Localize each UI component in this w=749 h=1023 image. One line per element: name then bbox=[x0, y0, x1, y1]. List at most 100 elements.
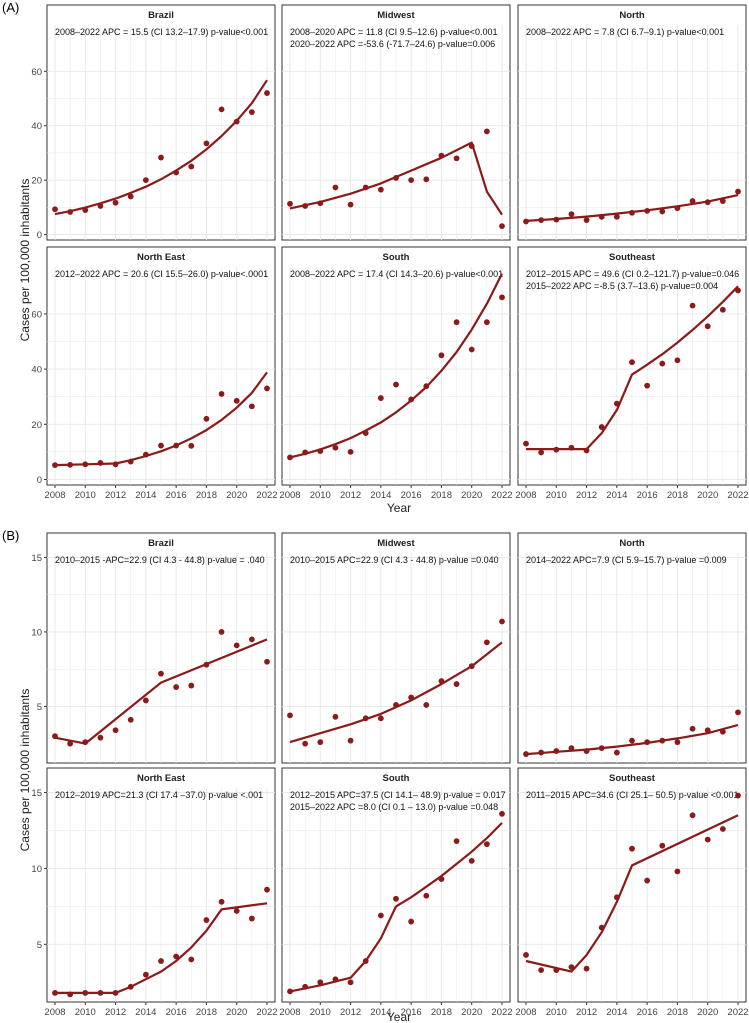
data-point bbox=[112, 727, 119, 734]
x-tick-label: 2014 bbox=[606, 1007, 627, 1018]
apc-annotation: 2012–2015 APC=37.5 (CI 14.1– 48.9) p-val… bbox=[290, 790, 506, 800]
data-point bbox=[362, 715, 369, 722]
panel-a: Brazil 2008–2022 APC = 15.5 (CI 13.2–17.9… bbox=[31, 4, 749, 501]
data-point bbox=[287, 712, 293, 719]
data-point bbox=[568, 745, 575, 752]
data-point bbox=[248, 636, 255, 643]
data-point bbox=[674, 357, 681, 364]
x-tick-label: 2018 bbox=[196, 1007, 217, 1018]
data-point bbox=[218, 391, 225, 397]
data-point bbox=[233, 118, 240, 125]
data-point bbox=[453, 838, 460, 845]
data-point bbox=[483, 639, 490, 646]
data-point bbox=[203, 917, 210, 923]
x-tick-label: 2014 bbox=[606, 490, 627, 501]
data-point bbox=[302, 203, 309, 209]
panel-b-ylabel: Cases per 100,000 inhabitants bbox=[18, 689, 32, 852]
facet-title: South bbox=[383, 252, 410, 263]
data-point bbox=[52, 462, 58, 469]
fit-line bbox=[525, 814, 739, 973]
data-point bbox=[644, 382, 651, 389]
data-point bbox=[538, 967, 545, 974]
x-tick-label: 2008 bbox=[44, 1007, 65, 1018]
data-point bbox=[188, 682, 195, 689]
data-point bbox=[704, 836, 711, 843]
fit-line bbox=[54, 79, 268, 216]
data-point bbox=[598, 924, 605, 931]
fit-line bbox=[289, 822, 503, 993]
facet-title: North bbox=[619, 538, 645, 549]
data-point bbox=[644, 739, 651, 746]
apc-annotation: 2010–2015 -APC=22.9 (CI 4.3 - 44.8) p-va… bbox=[55, 555, 265, 565]
data-point bbox=[158, 442, 164, 449]
data-point bbox=[644, 207, 651, 214]
facet-north: North 2014–2022 APC=7.9 (CI 5.9–15.7) p-v… bbox=[517, 532, 747, 764]
apc-annotation: 2014–2022 APC=7.9 (CI 5.9–15.7) p-value … bbox=[526, 555, 727, 565]
data-point bbox=[142, 451, 149, 458]
data-point bbox=[538, 749, 545, 756]
data-point bbox=[82, 739, 89, 746]
data-point bbox=[67, 991, 74, 998]
data-point bbox=[203, 661, 210, 668]
apc-annotation: 2015–2022 APC =-8.5 (3.7–13.6) p-value=0… bbox=[526, 281, 718, 291]
fit-line bbox=[289, 141, 503, 216]
panel-b-label: (B) bbox=[2, 528, 20, 543]
data-point bbox=[598, 424, 605, 430]
data-point bbox=[393, 175, 399, 181]
data-point bbox=[553, 446, 560, 453]
x-tick-label: 2016 bbox=[166, 490, 187, 501]
y-tick-label: 40 bbox=[31, 365, 42, 376]
data-point bbox=[423, 702, 430, 708]
x-tick-label: 2016 bbox=[401, 490, 422, 501]
data-point bbox=[82, 989, 89, 996]
data-point bbox=[82, 461, 89, 468]
data-point bbox=[302, 449, 309, 456]
y-tick-label: 20 bbox=[31, 176, 42, 187]
x-tick-label: 2022 bbox=[256, 1007, 277, 1018]
data-point bbox=[302, 740, 309, 747]
x-tick-label: 2012 bbox=[340, 1007, 361, 1018]
apc-annotation: 2015–2022 APC =8.0 (CI 0.1 – 13.0) p-val… bbox=[290, 802, 498, 812]
facet-south: South 2012–2015 APC=37.5 (CI 14.1– 48.9) … bbox=[279, 767, 513, 1018]
apc-annotation: 2010–2015 APC=22.9 (CI 4.3 - 44.8) p-val… bbox=[290, 555, 499, 565]
data-point bbox=[483, 841, 490, 848]
x-tick-label: 2008 bbox=[515, 490, 536, 501]
data-point bbox=[188, 163, 195, 170]
data-point bbox=[674, 739, 681, 746]
data-point bbox=[719, 728, 726, 735]
data-point bbox=[347, 737, 354, 744]
x-tick-label: 2014 bbox=[370, 490, 391, 501]
facet-brazil: Brazil 2010–2015 -APC=22.9 (CI 4.3 - 44.8… bbox=[31, 532, 276, 764]
data-point bbox=[173, 442, 180, 449]
data-point bbox=[377, 715, 384, 722]
x-tick-label: 2022 bbox=[727, 1007, 748, 1018]
data-point bbox=[393, 381, 399, 388]
data-point bbox=[67, 209, 74, 215]
data-point bbox=[704, 199, 711, 206]
data-point bbox=[689, 812, 696, 819]
data-point bbox=[233, 908, 240, 914]
facet-southeast: Southeast 2012–2015 APC = 49.6 (CI 0.2–12… bbox=[515, 246, 749, 501]
x-tick-label: 2016 bbox=[166, 1007, 187, 1018]
x-tick-label: 2020 bbox=[697, 1007, 718, 1018]
data-point bbox=[393, 895, 399, 902]
y-tick-label: 10 bbox=[31, 627, 42, 638]
y-tick-label: 10 bbox=[31, 864, 42, 875]
data-point bbox=[468, 663, 475, 670]
facet-title: North East bbox=[137, 252, 186, 263]
data-point bbox=[735, 188, 741, 195]
x-tick-label: 2010 bbox=[310, 490, 331, 501]
apc-annotation: 2008–2022 APC = 17.4 (CI 14.3–20.6) p-va… bbox=[290, 269, 503, 279]
data-point bbox=[218, 898, 225, 905]
y-tick-label: 60 bbox=[31, 67, 42, 78]
data-point bbox=[188, 442, 195, 449]
data-point bbox=[423, 176, 430, 183]
data-point bbox=[347, 448, 354, 455]
data-point bbox=[598, 745, 605, 752]
data-point bbox=[408, 177, 415, 184]
data-point bbox=[248, 109, 255, 115]
panel-b: Brazil 2010–2015 -APC=22.9 (CI 4.3 - 44.8… bbox=[31, 532, 749, 1018]
data-point bbox=[67, 461, 74, 468]
data-point bbox=[468, 143, 475, 150]
data-point bbox=[553, 967, 560, 974]
